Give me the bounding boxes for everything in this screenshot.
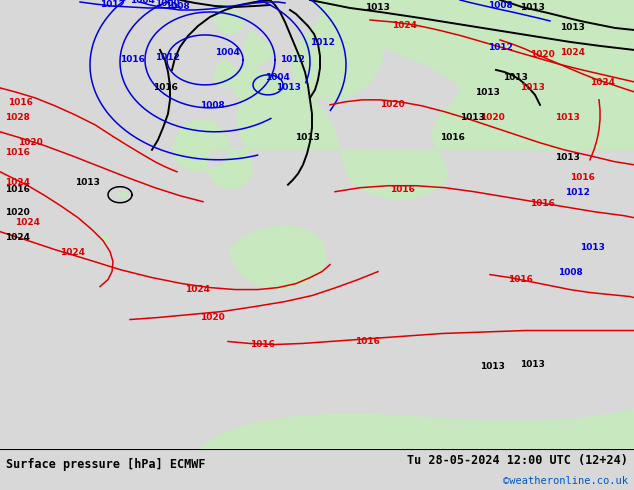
Text: 1020: 1020 xyxy=(380,100,404,109)
Text: 1016: 1016 xyxy=(8,98,33,107)
Text: 1013: 1013 xyxy=(365,3,390,12)
Text: 1016: 1016 xyxy=(120,55,145,64)
Text: 1012: 1012 xyxy=(155,53,180,62)
Text: 1013: 1013 xyxy=(480,363,505,371)
Text: 1016: 1016 xyxy=(5,185,30,194)
Text: 1016: 1016 xyxy=(530,198,555,208)
Polygon shape xyxy=(215,60,238,87)
Text: 1012: 1012 xyxy=(280,55,305,64)
Text: 1016: 1016 xyxy=(440,133,465,142)
Text: 1024: 1024 xyxy=(590,78,615,87)
Text: 1004: 1004 xyxy=(265,73,290,82)
Text: ©weatheronline.co.uk: ©weatheronline.co.uk xyxy=(503,476,628,486)
Text: 1013: 1013 xyxy=(503,73,528,82)
Text: Tu 28-05-2024 12:00 UTC (12+24): Tu 28-05-2024 12:00 UTC (12+24) xyxy=(407,454,628,467)
Polygon shape xyxy=(234,60,273,102)
Polygon shape xyxy=(230,226,326,290)
Text: 1024: 1024 xyxy=(15,218,40,227)
Text: 1012: 1012 xyxy=(100,0,125,9)
Text: 1024: 1024 xyxy=(560,48,585,57)
Text: 1012: 1012 xyxy=(310,38,335,47)
Text: 1008: 1008 xyxy=(558,268,583,276)
Text: 1016: 1016 xyxy=(153,83,178,92)
Text: 1013: 1013 xyxy=(520,83,545,92)
Text: 1020: 1020 xyxy=(480,113,505,122)
Text: 1004: 1004 xyxy=(130,0,155,5)
Text: 1016: 1016 xyxy=(570,173,595,182)
Text: 1012: 1012 xyxy=(565,188,590,196)
Text: 1020: 1020 xyxy=(5,208,30,217)
Text: 1013: 1013 xyxy=(555,153,580,162)
Polygon shape xyxy=(244,30,273,65)
Text: 1024: 1024 xyxy=(5,233,30,242)
Text: 1016: 1016 xyxy=(508,274,533,284)
Text: 1008: 1008 xyxy=(488,1,513,10)
Text: 1024: 1024 xyxy=(392,21,417,30)
Text: 1016: 1016 xyxy=(390,185,415,194)
Text: 1020: 1020 xyxy=(530,50,555,59)
Text: 1016: 1016 xyxy=(250,341,275,349)
Text: 1024: 1024 xyxy=(185,285,210,294)
Text: 1013: 1013 xyxy=(520,361,545,369)
Polygon shape xyxy=(292,0,383,100)
Text: 1013: 1013 xyxy=(520,3,545,12)
Text: 1020: 1020 xyxy=(200,313,224,321)
Text: 1024: 1024 xyxy=(60,247,85,257)
Text: 1000: 1000 xyxy=(155,0,179,8)
Polygon shape xyxy=(118,192,128,197)
Text: 1016: 1016 xyxy=(355,338,380,346)
Polygon shape xyxy=(200,409,634,449)
Text: 1013: 1013 xyxy=(295,133,320,142)
Text: 1013: 1013 xyxy=(276,83,301,92)
Text: 1008: 1008 xyxy=(165,2,190,11)
Polygon shape xyxy=(215,2,244,34)
Text: 1013: 1013 xyxy=(555,113,580,122)
Text: 1020: 1020 xyxy=(18,138,42,147)
Text: 1016: 1016 xyxy=(5,148,30,157)
Text: 1012: 1012 xyxy=(488,43,513,52)
Text: 1024: 1024 xyxy=(5,178,30,187)
Text: 1013: 1013 xyxy=(460,113,485,122)
Text: 1013: 1013 xyxy=(560,23,585,32)
Text: Surface pressure [hPa] ECMWF: Surface pressure [hPa] ECMWF xyxy=(6,458,206,471)
Text: 1013: 1013 xyxy=(580,243,605,252)
Text: 1028: 1028 xyxy=(5,113,30,122)
Polygon shape xyxy=(173,0,634,200)
Text: 1004: 1004 xyxy=(215,48,240,57)
Polygon shape xyxy=(100,236,109,243)
Text: 1008: 1008 xyxy=(200,101,224,110)
Text: 1013: 1013 xyxy=(75,178,100,187)
Text: 1013: 1013 xyxy=(475,88,500,97)
